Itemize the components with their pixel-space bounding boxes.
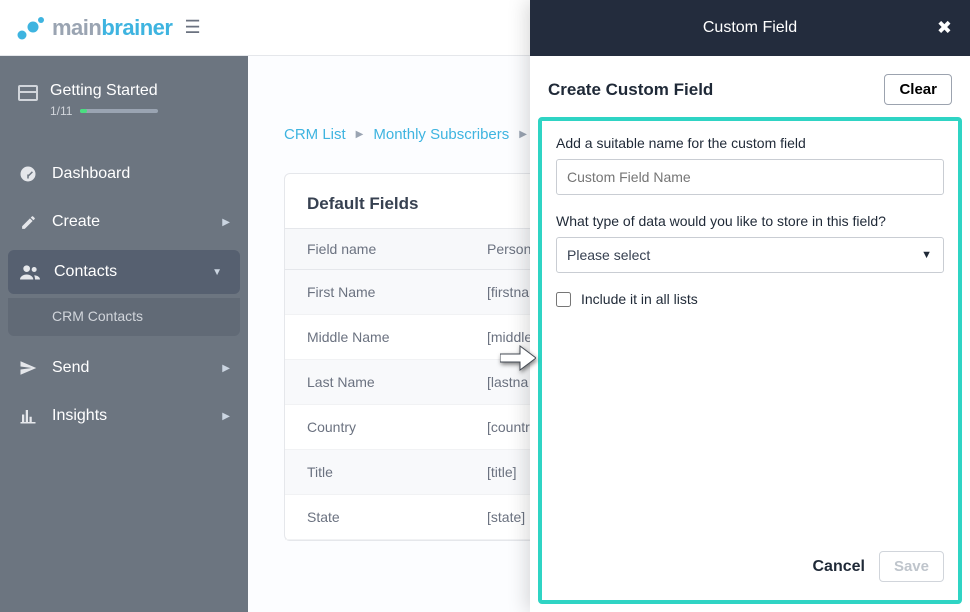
include-all-lists-checkbox[interactable] — [556, 292, 571, 307]
close-icon[interactable]: ✖ — [937, 18, 952, 39]
cell-token: [middle — [487, 329, 532, 345]
cell-token: [title] — [487, 464, 517, 480]
form-panel: Add a suitable name for the custom field… — [538, 117, 962, 604]
custom-field-name-input[interactable] — [556, 159, 944, 195]
type-field-label: What type of data would you like to stor… — [556, 213, 944, 229]
sidebar-label-contacts: Contacts — [54, 263, 117, 281]
sidebar: Getting Started 1/11 Dashboard Create ▶ … — [0, 56, 248, 612]
custom-field-drawer: Custom Field ✖ Create Custom Field Clear… — [530, 0, 970, 612]
chevron-right-icon: ▶ — [222, 411, 230, 422]
sidebar-item-send[interactable]: Send ▶ — [0, 344, 248, 392]
cell-field-name: Middle Name — [307, 329, 487, 345]
col-person: Person — [487, 241, 531, 257]
create-custom-field-title: Create Custom Field — [548, 80, 713, 100]
chevron-right-icon: ▶ — [519, 129, 527, 140]
brand-logo[interactable]: mainbrainer — [16, 15, 172, 41]
sidebar-label-insights: Insights — [52, 407, 107, 425]
chevron-down-icon: ▼ — [212, 267, 222, 278]
paper-plane-icon — [18, 358, 38, 378]
logo-mark-icon — [16, 15, 46, 41]
chevron-right-icon: ▶ — [222, 217, 230, 228]
cell-field-name: Country — [307, 419, 487, 435]
sidebar-item-contacts[interactable]: Contacts ▼ — [8, 250, 240, 294]
breadcrumb-link-monthly-subscribers[interactable]: Monthly Subscribers — [373, 126, 509, 143]
chart-icon — [18, 406, 38, 426]
chevron-right-icon: ▶ — [222, 363, 230, 374]
cell-field-name: Title — [307, 464, 487, 480]
cell-field-name: Last Name — [307, 374, 487, 390]
col-field-name: Field name — [307, 241, 487, 257]
progress-bar — [80, 109, 157, 113]
cell-token: [firstna — [487, 284, 529, 300]
getting-started-block[interactable]: Getting Started 1/11 — [0, 76, 248, 132]
pointer-arrow-icon — [500, 344, 536, 377]
dashboard-icon — [18, 164, 38, 184]
sidebar-label-create: Create — [52, 213, 100, 231]
cell-token: [countr — [487, 419, 530, 435]
menu-toggle-icon[interactable]: ☰ — [184, 17, 200, 38]
cancel-button[interactable]: Cancel — [812, 558, 864, 576]
brand-text: mainbrainer — [52, 15, 172, 41]
clear-button[interactable]: Clear — [884, 74, 952, 105]
cell-token: [state] — [487, 509, 525, 525]
drawer-title: Custom Field — [703, 19, 797, 37]
drawer-header: Custom Field ✖ — [530, 0, 970, 56]
name-field-label: Add a suitable name for the custom field — [556, 135, 944, 151]
sidebar-label-send: Send — [52, 359, 89, 377]
chevron-right-icon: ▶ — [356, 129, 364, 140]
progress-fill — [80, 109, 87, 113]
sidebar-label-dashboard: Dashboard — [52, 165, 130, 183]
cell-field-name: State — [307, 509, 487, 525]
getting-started-icon — [18, 85, 38, 101]
pencil-icon — [18, 212, 38, 232]
sidebar-item-dashboard[interactable]: Dashboard — [0, 150, 248, 198]
include-all-lists-row[interactable]: Include it in all lists — [556, 291, 944, 307]
include-all-lists-label: Include it in all lists — [581, 291, 698, 307]
sidebar-item-insights[interactable]: Insights ▶ — [0, 392, 248, 440]
breadcrumb-link-crm-list[interactable]: CRM List — [284, 126, 346, 143]
top-bar: mainbrainer ☰ — [0, 0, 530, 56]
sidebar-item-create[interactable]: Create ▶ — [0, 198, 248, 246]
users-icon — [20, 262, 40, 282]
data-type-select[interactable]: Please select — [556, 237, 944, 273]
sidebar-subitem-crm-contacts[interactable]: CRM Contacts — [8, 298, 240, 336]
cell-field-name: First Name — [307, 284, 487, 300]
progress-fraction: 1/11 — [50, 104, 72, 118]
getting-started-title: Getting Started — [50, 82, 158, 100]
save-button[interactable]: Save — [879, 551, 944, 582]
